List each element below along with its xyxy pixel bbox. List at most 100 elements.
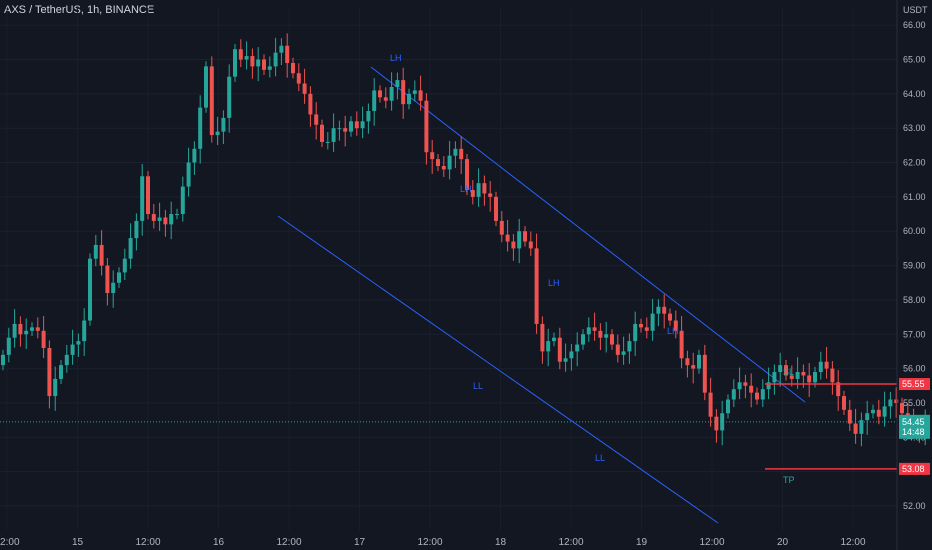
candle-body bbox=[372, 90, 377, 112]
candle-body bbox=[453, 148, 458, 156]
candle-body bbox=[459, 148, 464, 160]
candle-body bbox=[291, 62, 295, 74]
candle-body bbox=[482, 183, 487, 194]
x-tick-label: 16 bbox=[213, 537, 225, 548]
last-price-tag bbox=[899, 414, 930, 439]
candle-body bbox=[99, 244, 104, 266]
candle-body bbox=[627, 341, 632, 352]
candle-body bbox=[871, 409, 875, 414]
candle-body bbox=[784, 365, 788, 376]
x-tick-label: 18 bbox=[495, 537, 507, 548]
channel-lower-line bbox=[277, 215, 719, 524]
candle-body bbox=[308, 93, 313, 115]
candle-body bbox=[349, 121, 353, 132]
candle-body bbox=[523, 231, 527, 242]
candle-body bbox=[354, 121, 359, 129]
candle-body bbox=[592, 327, 597, 331]
candle-body bbox=[279, 45, 284, 53]
candle-body bbox=[325, 141, 330, 143]
x-tick-label: 12:00 bbox=[276, 537, 301, 548]
candle-body bbox=[644, 327, 649, 331]
candle-body bbox=[418, 90, 423, 101]
candle-body bbox=[639, 323, 643, 328]
candle-body bbox=[64, 354, 69, 366]
candle-body bbox=[720, 413, 725, 431]
candle-body bbox=[563, 358, 568, 362]
candle-body bbox=[18, 323, 23, 335]
y-tick-label: 60.00 bbox=[903, 226, 926, 236]
candle-body bbox=[88, 258, 92, 321]
annotation-lh: LH bbox=[460, 184, 472, 194]
candle-body bbox=[818, 361, 823, 373]
x-tick-label: 20 bbox=[777, 537, 789, 548]
candle-body bbox=[673, 320, 678, 331]
candle-body bbox=[557, 337, 562, 362]
candle-body bbox=[192, 148, 197, 163]
annotation-ll: LL bbox=[473, 381, 483, 391]
candle-body bbox=[552, 337, 556, 342]
candle-body bbox=[111, 282, 116, 294]
candle-body bbox=[697, 354, 701, 369]
candle-body bbox=[900, 402, 904, 414]
candle-body bbox=[41, 330, 46, 348]
candle-body bbox=[789, 375, 794, 379]
y-tick-label: 59.00 bbox=[903, 261, 926, 271]
last-price-text: 54.45 bbox=[902, 417, 925, 427]
candle-body bbox=[540, 323, 545, 352]
candle-body bbox=[401, 80, 406, 105]
candle-body bbox=[795, 372, 800, 379]
y-tick-label: 65.00 bbox=[903, 55, 926, 65]
candle-body bbox=[679, 330, 684, 359]
candle-body bbox=[250, 56, 255, 67]
candle-body bbox=[528, 241, 533, 249]
candle-body bbox=[441, 165, 446, 170]
candle-body bbox=[691, 365, 696, 369]
candle-body bbox=[731, 389, 736, 400]
countdown-text: 14:48 bbox=[902, 427, 925, 437]
candle-body bbox=[633, 323, 638, 342]
candle-body bbox=[59, 365, 63, 379]
candle-body bbox=[82, 320, 87, 342]
candle-body bbox=[778, 365, 783, 373]
candle-body bbox=[876, 409, 881, 417]
candle-body bbox=[581, 334, 585, 345]
time-axis[interactable]: 12:00 15 12:00 16 12:00 17 12:00 18 12:00 19 12:00… bbox=[0, 537, 866, 548]
candle-body bbox=[389, 86, 394, 101]
candle-body bbox=[430, 152, 435, 160]
candle-body bbox=[233, 49, 237, 77]
candle-body bbox=[743, 382, 748, 386]
candle-body bbox=[337, 128, 342, 130]
candle-body bbox=[842, 396, 846, 410]
annotation-lh: LH bbox=[548, 278, 560, 288]
candle-body bbox=[685, 358, 690, 366]
candle-body bbox=[360, 121, 365, 129]
candle-body bbox=[511, 241, 516, 249]
x-tick-label: 12:00 bbox=[558, 537, 583, 548]
candle-body bbox=[134, 220, 139, 239]
candle-body bbox=[157, 217, 162, 221]
tp-price-text: 53.08 bbox=[902, 464, 925, 474]
candle-body bbox=[807, 375, 812, 383]
candle-body bbox=[859, 420, 864, 434]
candle-body bbox=[1, 354, 5, 366]
candle-body bbox=[204, 66, 208, 108]
y-tick-label: 66.00 bbox=[903, 20, 926, 30]
sl-label: SL bbox=[783, 367, 794, 377]
y-tick-label: 64.00 bbox=[903, 89, 926, 99]
candle-body bbox=[70, 344, 75, 355]
y-tick-label: 58.00 bbox=[903, 295, 926, 305]
symbol-title: AXS / TetherUS, 1h, BINANCE bbox=[4, 4, 155, 16]
candle-body bbox=[830, 368, 835, 383]
candle-body bbox=[343, 128, 348, 132]
candle-body bbox=[749, 385, 754, 393]
candle-body bbox=[256, 59, 261, 67]
candle-body bbox=[836, 382, 841, 397]
x-tick-label: 12:00 bbox=[135, 537, 160, 548]
candle-body bbox=[296, 73, 301, 84]
candle-body bbox=[853, 423, 858, 434]
x-tick-label: 19 bbox=[636, 537, 648, 548]
y-tick-label: 61.00 bbox=[903, 192, 926, 202]
candle-body bbox=[772, 372, 777, 383]
